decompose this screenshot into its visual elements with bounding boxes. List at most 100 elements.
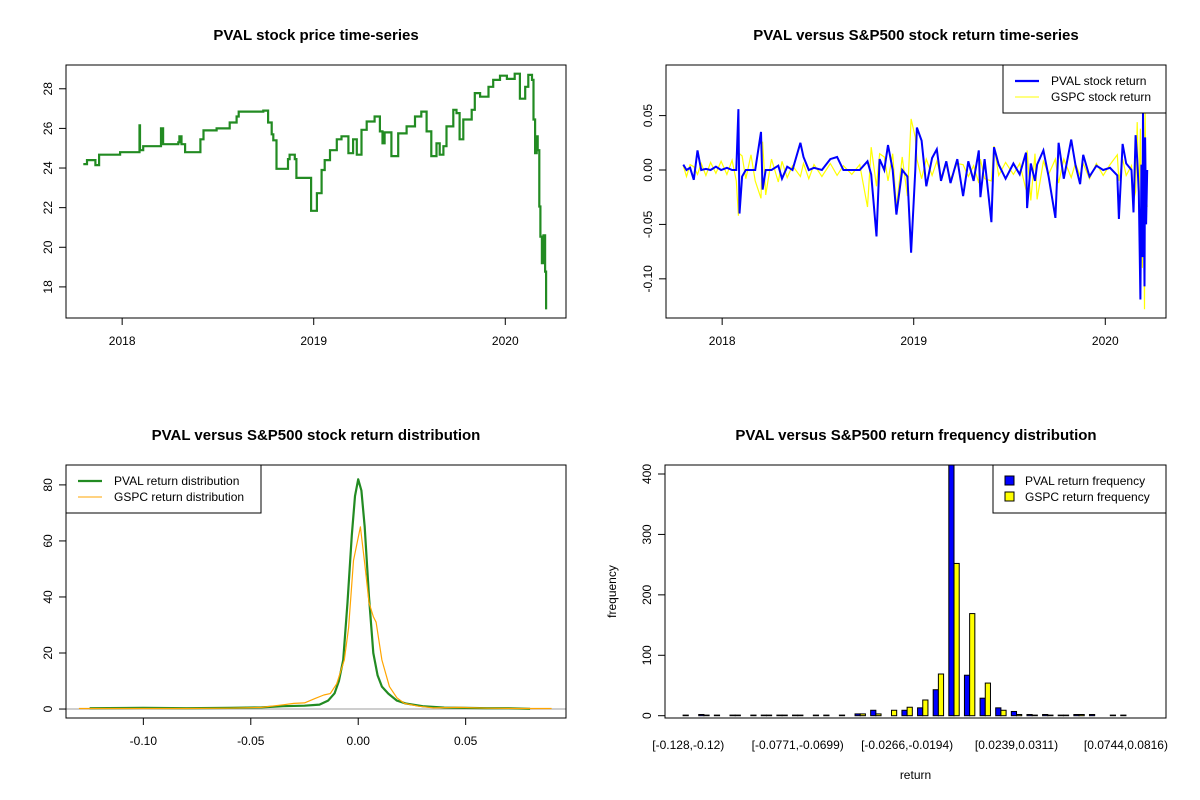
gspc-frequency-bar [781, 714, 788, 717]
chart-title: PVAL versus S&P500 return frequency dist… [735, 427, 1096, 444]
y-tick-label: 0.00 [641, 158, 655, 182]
pval-frequency-bar [682, 714, 689, 717]
y-tick-label: 18 [41, 280, 55, 294]
plot-area [83, 72, 548, 310]
gspc-frequency-bar [1062, 714, 1070, 717]
legend-label: GSPC return distribution [114, 490, 244, 504]
gspc-return-line [682, 111, 1148, 310]
gspc-frequency-bar [969, 613, 976, 717]
pval-frequency-bar [1088, 713, 1096, 717]
pval-frequency-bar [729, 714, 736, 717]
gspc-frequency-bar [750, 714, 757, 717]
pval-frequency-bar [963, 674, 971, 717]
gspc-frequency-bar [984, 682, 991, 717]
plot-frame [65, 64, 567, 319]
y-tick-label: 24 [41, 161, 55, 175]
legend: PVAL return frequency GSPC return frequen… [992, 464, 1167, 514]
pval-frequency-bar [1073, 713, 1080, 717]
pval-frequency-bar [1010, 710, 1018, 717]
x-tick-label: 2020 [1092, 334, 1119, 348]
legend: PVAL stock return GSPC stock return [1002, 64, 1167, 114]
gspc-frequency-bar [1047, 714, 1054, 717]
x-tick-label: 2018 [109, 334, 136, 348]
gspc-frequency-bar [1031, 714, 1038, 717]
pval-frequency-bar [760, 714, 767, 717]
y-tick-label: 20 [41, 240, 55, 254]
pval-frequency-bar [698, 713, 705, 717]
gspc-frequency-bar [1000, 709, 1007, 717]
gspc-frequency-bar [906, 706, 913, 717]
gspc-frequency-bar [765, 714, 773, 717]
pval-frequency-bar [838, 714, 846, 717]
x-category-label: [0.0744,0.0816) [1084, 738, 1168, 752]
pval-frequency-bar [979, 697, 986, 717]
gspc-frequency-bar [1078, 713, 1085, 717]
y-tick-label: 200 [640, 585, 654, 605]
gspc-frequency-bar [937, 673, 945, 717]
x-tick-label: 2019 [900, 334, 927, 348]
pval-frequency-bar [1026, 713, 1033, 717]
y-tick-label: 28 [41, 82, 55, 96]
pval-frequency-bar [995, 707, 1002, 717]
pval-frequency-bar [932, 689, 939, 717]
y-tick-label: 0 [41, 705, 55, 712]
legend-label: GSPC return frequency [1025, 490, 1150, 504]
x-tick-label: -0.10 [130, 734, 158, 748]
pval-density-line [89, 478, 531, 710]
x-category-label: [-0.128,-0.12) [652, 738, 724, 752]
gspc-frequency-bar [875, 713, 882, 717]
y-tick-label: -0.10 [641, 265, 655, 293]
chart-panel-4: PVAL versus S&P500 return frequency dist… [605, 427, 1168, 782]
gspc-frequency-bar [812, 714, 820, 717]
legend-label: PVAL return frequency [1025, 474, 1145, 488]
legend-label: GSPC stock return [1051, 90, 1151, 104]
y-tick-label: 80 [41, 478, 55, 492]
legend-box [1002, 64, 1167, 114]
pval-frequency-bar [776, 714, 783, 717]
legend: PVAL return distribution GSPC return dist… [65, 464, 262, 514]
gspc-frequency-bar [797, 714, 804, 717]
legend-color-swatch [1004, 491, 1015, 502]
chart-title: PVAL versus S&P500 stock return distribu… [152, 427, 481, 444]
x-category-label: [-0.0266,-0.0194) [861, 738, 953, 752]
pval-frequency-bar [1042, 713, 1049, 717]
plot-area [66, 478, 566, 710]
y-tick-label: 300 [640, 524, 654, 544]
chart-panel-1: PVAL stock price time-series 18 20 22 24 26 28… [41, 27, 567, 348]
y-tick-label: 0.05 [641, 104, 655, 128]
pval-return-line [682, 109, 1149, 300]
x-tick-label: 0.05 [454, 734, 478, 748]
pval-frequency-bar [1120, 714, 1127, 717]
chart-panel-2: PVAL versus S&P500 stock return time-ser… [641, 27, 1167, 348]
gspc-frequency-bar [859, 713, 866, 717]
y-tick-label: 20 [41, 646, 55, 660]
plot-area [682, 109, 1149, 310]
x-tick-label: 2019 [300, 334, 327, 348]
gspc-density-line [78, 526, 552, 710]
y-tick-label: -0.05 [641, 210, 655, 238]
x-tick-label: 0.00 [347, 734, 371, 748]
plot-area [682, 465, 1127, 717]
gspc-frequency-bar [703, 714, 710, 717]
y-tick-label: 0 [640, 712, 654, 719]
legend-label: PVAL return distribution [114, 474, 239, 488]
chart-panel-3: PVAL versus S&P500 stock return distribu… [41, 427, 567, 748]
y-tick-label: 100 [640, 645, 654, 665]
pval-frequency-bar [870, 709, 877, 717]
y-tick-label: 26 [41, 121, 55, 135]
legend-label: PVAL stock return [1051, 74, 1146, 88]
pval-frequency-bar [1057, 714, 1064, 717]
pval-frequency-bar [792, 714, 799, 717]
pval-frequency-bar [917, 707, 924, 717]
gspc-frequency-bar [734, 714, 741, 717]
x-tick-label: 2018 [709, 334, 736, 348]
x-category-label: [-0.0771,-0.0699) [752, 738, 844, 752]
pval-frequency-bar [823, 714, 830, 717]
legend-color-swatch [1004, 475, 1015, 486]
legend-box [65, 464, 262, 514]
pval-frequency-bar [901, 709, 908, 717]
y-tick-label: 40 [41, 590, 55, 604]
pval-frequency-bar [713, 714, 721, 717]
x-tick-label: 2020 [492, 334, 519, 348]
